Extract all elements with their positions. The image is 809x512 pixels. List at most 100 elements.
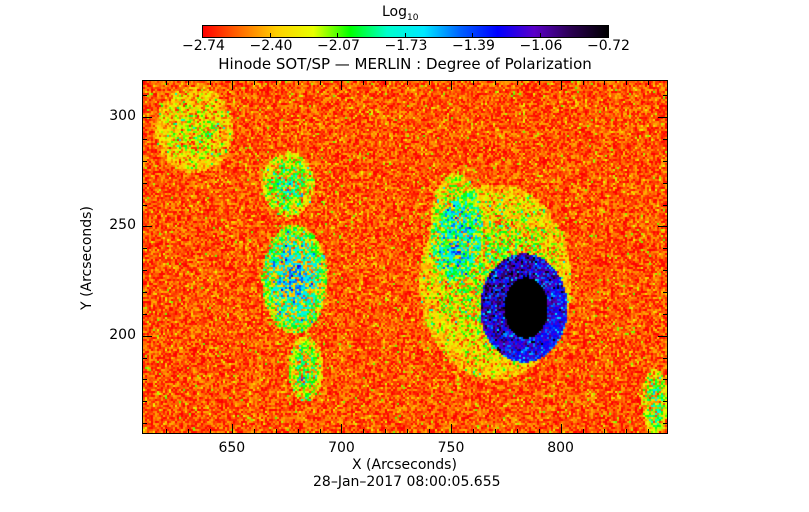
x-tick-label: 750: [437, 440, 465, 456]
x-tick-label: 650: [218, 440, 246, 456]
x-minor-tick: [209, 80, 211, 85]
x-tick: [231, 80, 233, 90]
colorbar-tick-label: −2.40: [249, 38, 293, 54]
y-tick: [658, 117, 668, 119]
y-minor-tick: [663, 401, 668, 403]
x-tick: [231, 424, 233, 434]
x-minor-tick: [253, 80, 255, 85]
x-minor-tick: [407, 429, 409, 434]
colorbar-tick-label: −1.06: [519, 38, 563, 54]
y-tick: [658, 335, 668, 337]
colorbar-tick: [539, 33, 541, 37]
y-minor-tick: [663, 182, 668, 184]
colorbar-tick: [472, 33, 473, 37]
x-minor-tick: [429, 429, 431, 434]
x-minor-tick: [538, 429, 540, 434]
y-minor-tick: [663, 291, 668, 293]
y-tick: [142, 226, 152, 228]
x-minor-tick: [166, 429, 168, 434]
colorbar-tick-label: −1.73: [384, 38, 428, 54]
y-tick-label: 250: [109, 217, 136, 234]
x-minor-tick: [188, 429, 190, 434]
x-minor-tick: [538, 80, 540, 85]
x-axis-label: X (Arcseconds): [352, 457, 457, 473]
x-minor-tick: [407, 80, 409, 85]
x-minor-tick: [253, 429, 255, 434]
x-minor-tick: [472, 429, 474, 434]
y-tick: [142, 335, 152, 337]
y-tick: [142, 117, 152, 119]
plot-area: [142, 80, 668, 434]
x-tick: [560, 80, 562, 90]
x-minor-tick: [626, 429, 628, 434]
y-minor-tick: [142, 95, 147, 97]
x-minor-tick: [166, 80, 168, 85]
x-minor-tick: [582, 429, 584, 434]
y-minor-tick: [663, 379, 668, 381]
y-minor-tick: [663, 357, 668, 359]
x-minor-tick: [319, 429, 321, 434]
colorbar-tick-label: −1.39: [452, 38, 495, 54]
y-minor-tick: [663, 139, 668, 140]
colorbar-tick: [269, 33, 271, 37]
x-minor-tick: [516, 429, 518, 434]
y-minor-tick: [142, 270, 147, 272]
y-minor-tick: [142, 357, 147, 359]
x-tick: [341, 80, 343, 90]
x-minor-tick: [363, 80, 365, 85]
y-minor-tick: [142, 291, 147, 293]
x-tick-label: 800: [547, 440, 574, 456]
x-minor-tick: [385, 80, 387, 85]
x-minor-tick: [385, 429, 387, 434]
y-tick-label: 300: [109, 108, 136, 125]
x-minor-tick: [209, 429, 211, 434]
chart-title: Hinode SOT/SP — MERLIN : Degree of Polar…: [218, 55, 592, 73]
x-tick: [451, 424, 453, 434]
y-minor-tick: [663, 270, 668, 272]
x-minor-tick: [648, 429, 650, 434]
x-minor-tick: [472, 80, 474, 85]
x-minor-tick: [297, 429, 299, 434]
y-minor-tick: [663, 313, 668, 315]
y-minor-tick: [142, 401, 147, 403]
x-minor-tick: [494, 80, 496, 85]
y-minor-tick: [142, 423, 147, 425]
x-minor-tick: [582, 80, 584, 85]
y-minor-tick: [142, 139, 147, 140]
heatmap-image: [143, 81, 667, 433]
x-minor-tick: [319, 80, 321, 85]
x-minor-tick: [275, 80, 277, 85]
colorbar: [202, 25, 609, 38]
x-minor-tick: [604, 80, 606, 85]
colorbar-title: Log10: [382, 4, 419, 23]
x-minor-tick: [626, 80, 628, 85]
colorbar-tick-label: −2.74: [182, 38, 225, 54]
x-minor-tick: [275, 429, 277, 434]
x-minor-tick: [494, 429, 496, 434]
colorbar-tick: [202, 33, 203, 37]
y-minor-tick: [142, 182, 147, 184]
x-minor-tick: [604, 429, 606, 434]
y-minor-tick: [663, 248, 668, 250]
observation-date: 28–Jan–2017 08:00:05.655: [313, 474, 501, 490]
x-minor-tick: [516, 80, 518, 85]
y-tick-label: 200: [109, 326, 136, 343]
y-minor-tick: [142, 160, 147, 162]
y-minor-tick: [142, 379, 147, 381]
colorbar-tick-label: −2.07: [317, 38, 360, 54]
y-axis-label: Y (Arcseconds): [79, 206, 95, 310]
colorbar-tick: [607, 33, 608, 37]
colorbar-tick: [404, 33, 406, 37]
x-tick: [451, 80, 453, 90]
x-minor-tick: [363, 429, 365, 434]
x-tick: [341, 424, 343, 434]
x-tick-label: 700: [328, 440, 355, 456]
x-minor-tick: [648, 80, 650, 85]
x-minor-tick: [297, 80, 299, 85]
y-tick: [658, 226, 668, 228]
y-minor-tick: [142, 313, 147, 315]
colorbar-tick: [337, 33, 338, 37]
x-minor-tick: [429, 80, 431, 85]
y-minor-tick: [663, 204, 668, 206]
